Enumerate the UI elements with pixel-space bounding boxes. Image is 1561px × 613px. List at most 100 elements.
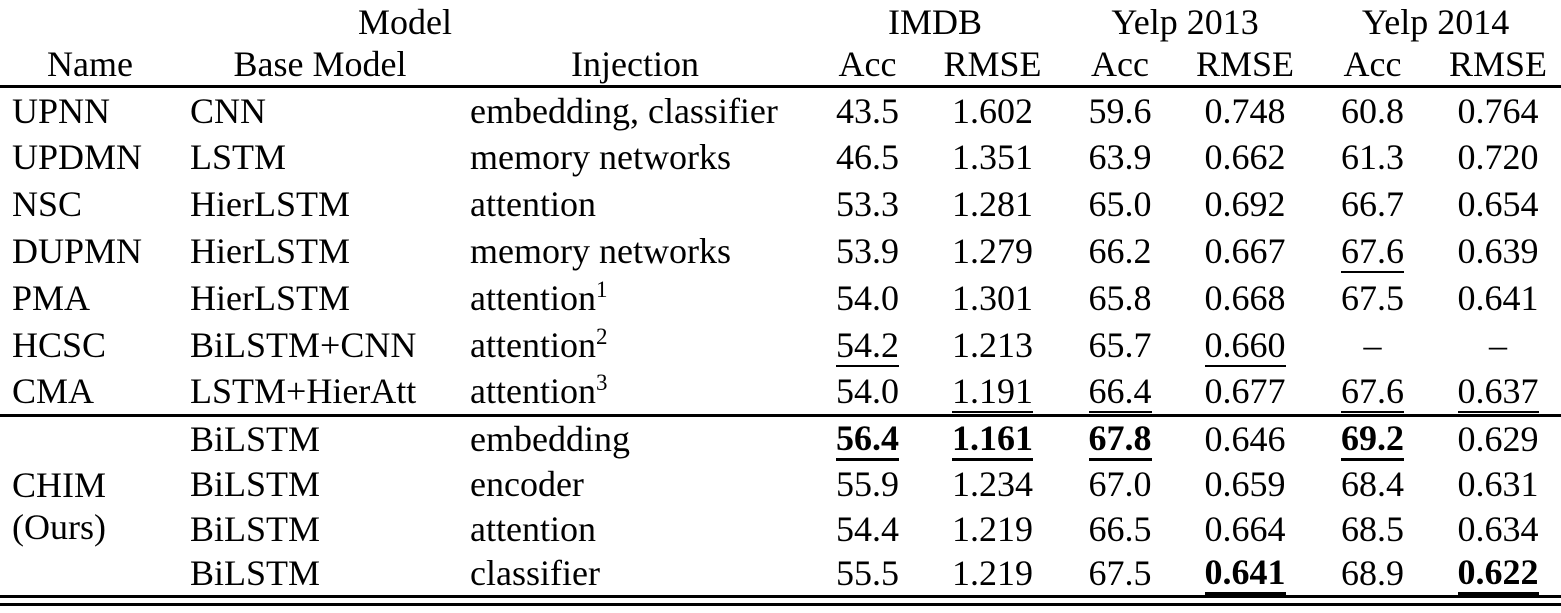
table-row-upnn: UPNN CNN embedding, classifier 43.5 1.60… [0, 87, 1561, 134]
cell-imdb-rmse: 1.281 [952, 184, 1034, 224]
cell-base-model: HierLSTM [190, 278, 350, 318]
column-header-yelp2014-acc: Acc [1310, 43, 1436, 88]
cell-yelp2013-rmse: 0.662 [1204, 137, 1286, 177]
cell-yelp2014-acc: 60.8 [1341, 90, 1405, 131]
cell-imdb-acc: 54.0 [836, 278, 900, 318]
second-best-value: 54.2 [836, 324, 900, 367]
cell-base-model: LSTM+HierAtt [180, 368, 460, 417]
cell-imdb-acc: 53.3 [836, 184, 900, 224]
table-header: Model IMDB Yelp 2013 Yelp 2014 Name Base… [0, 0, 1561, 88]
cell-imdb-acc: 56.4 [810, 416, 925, 461]
column-header-yelp2013-acc: Acc [1060, 43, 1181, 88]
cell-yelp2014-rmse: 0.622 [1435, 551, 1561, 597]
cell-imdb-acc: 55.5 [836, 553, 900, 593]
cell-imdb-rmse: 1.191 [925, 368, 1061, 417]
cell-yelp2014-rmse: 0.637 [1435, 368, 1561, 417]
cell-yelp2014-acc: – [1363, 325, 1382, 365]
cell-imdb-rmse: 1.219 [952, 508, 1034, 549]
table-row-cma: CMA LSTM+HierAtt attention3 54.0 1.191 6… [0, 368, 1561, 417]
cell-imdb-rmse: 1.234 [952, 463, 1034, 504]
injection-text: attention [470, 508, 596, 549]
cell-yelp2013-rmse: 0.659 [1204, 463, 1286, 504]
column-header-row: Name Base Model Injection Acc RMSE Acc R… [0, 43, 1561, 88]
cell-yelp2014-rmse: 0.654 [1457, 184, 1539, 224]
group-header-imdb: IMDB [888, 1, 983, 42]
cell-injection: attention2 [460, 322, 810, 369]
cell-yelp2014-rmse: 0.634 [1457, 508, 1539, 549]
cell-yelp2014-rmse: 0.629 [1457, 419, 1539, 459]
cell-base-model: BiLSTM [190, 508, 321, 549]
cell-injection: encoder [460, 461, 810, 506]
cell-yelp2014-acc: 68.9 [1341, 553, 1405, 593]
cell-yelp2013-rmse: 0.692 [1204, 184, 1286, 224]
table-row-chim-classifier: BiLSTM classifier 55.5 1.219 67.5 0.641 … [0, 551, 1561, 597]
table-row-chim-encoder: BiLSTM encoder 55.9 1.234 67.0 0.659 68.… [0, 461, 1561, 506]
second-best-value: 67.6 [1341, 230, 1405, 273]
column-header-yelp2014-rmse: RMSE [1435, 43, 1561, 88]
cell-yelp2013-rmse: 0.677 [1180, 368, 1311, 417]
best-value: 0.622 [1457, 554, 1539, 595]
cell-yelp2013-acc: 66.5 [1088, 508, 1152, 549]
cell-injection: attention [460, 506, 810, 551]
cell-yelp2013-acc: 67.0 [1088, 463, 1152, 504]
column-header-imdb-rmse: RMSE [925, 43, 1061, 88]
cell-name: PMA [12, 278, 91, 318]
table-row-hcsc: HCSC BiLSTM+CNN attention2 54.2 1.213 65… [0, 322, 1561, 369]
cell-base-model: BiLSTM+CNN [190, 325, 417, 365]
second-best-value: 67.6 [1341, 370, 1405, 413]
best-value: 69.2 [1341, 420, 1405, 461]
table-row-chim-embedding: CHIM (Ours) BiLSTM embedding 56.4 1.161 … [0, 416, 1561, 547]
cell-yelp2014-acc: 67.6 [1310, 228, 1435, 275]
cell-imdb-acc: 54.4 [836, 508, 900, 549]
injection-text: attention [470, 278, 596, 318]
cell-imdb-rmse: 1.213 [952, 325, 1034, 365]
cell-yelp2014-rmse: 0.631 [1457, 463, 1539, 504]
second-best-value: 0.637 [1457, 370, 1539, 413]
cell-yelp2013-rmse: 0.667 [1204, 231, 1286, 271]
cell-imdb-rmse: 1.279 [952, 231, 1034, 271]
cell-injection: memory networks [460, 228, 810, 275]
injection-text: memory networks [470, 137, 731, 177]
cell-imdb-acc: 53.9 [836, 231, 900, 271]
cell-imdb-acc: 54.0 [810, 368, 926, 417]
cell-yelp2014-rmse: 0.720 [1457, 137, 1539, 177]
results-table: Model IMDB Yelp 2013 Yelp 2014 Name Base… [0, 0, 1561, 598]
cell-yelp2014-acc: 61.3 [1341, 137, 1405, 177]
second-best-value: 0.660 [1204, 324, 1286, 367]
injection-text: attention [470, 371, 596, 412]
group-header-yelp2014: Yelp 2014 [1361, 1, 1510, 42]
cell-yelp2013-acc: 65.8 [1088, 278, 1152, 318]
cell-imdb-rmse: 1.219 [952, 553, 1034, 593]
table-row-dupmn: DUPMN HierLSTM memory networks 53.9 1.27… [0, 228, 1561, 275]
cell-base-model: BiLSTM [190, 419, 321, 459]
cell-name: HCSC [12, 325, 107, 365]
cell-ours-label: CHIM (Ours) [0, 416, 180, 597]
best-value: 56.4 [836, 420, 900, 461]
cell-yelp2013-rmse: 0.668 [1204, 278, 1286, 318]
cell-base-model: CNN [190, 90, 267, 131]
cell-yelp2014-acc: 67.5 [1341, 278, 1405, 318]
cell-imdb-rmse: 1.351 [952, 137, 1034, 177]
cell-yelp2013-acc: 67.8 [1060, 416, 1180, 461]
cell-imdb-rmse: 1.161 [925, 416, 1060, 461]
cell-injection: attention3 [460, 368, 811, 417]
cell-yelp2014-rmse: 0.764 [1457, 90, 1539, 131]
table-row-chim-attention: BiLSTM attention 54.4 1.219 66.5 0.664 6… [0, 506, 1561, 551]
footnote-marker: 3 [595, 370, 608, 396]
column-header-yelp2013-rmse: RMSE [1180, 43, 1311, 88]
column-header-imdb-acc: Acc [810, 43, 926, 88]
cell-yelp2014-rmse: 0.639 [1457, 231, 1539, 271]
best-value: 67.8 [1088, 420, 1152, 461]
best-value: 1.161 [952, 420, 1034, 461]
cell-injection: classifier [460, 551, 810, 597]
cell-yelp2013-acc: 65.0 [1088, 184, 1152, 224]
column-header-name: Name [0, 43, 180, 88]
cell-base-model: LSTM [190, 137, 287, 177]
group-header-row: Model IMDB Yelp 2013 Yelp 2014 [0, 0, 1561, 43]
group-header-yelp2013: Yelp 2013 [1111, 1, 1259, 42]
cell-yelp2014-rmse: 0.641 [1457, 278, 1539, 318]
baseline-rows: UPNN CNN embedding, classifier 43.5 1.60… [0, 87, 1561, 417]
cell-yelp2013-rmse: 0.646 [1204, 419, 1286, 459]
column-header-injection: Injection [460, 43, 811, 88]
